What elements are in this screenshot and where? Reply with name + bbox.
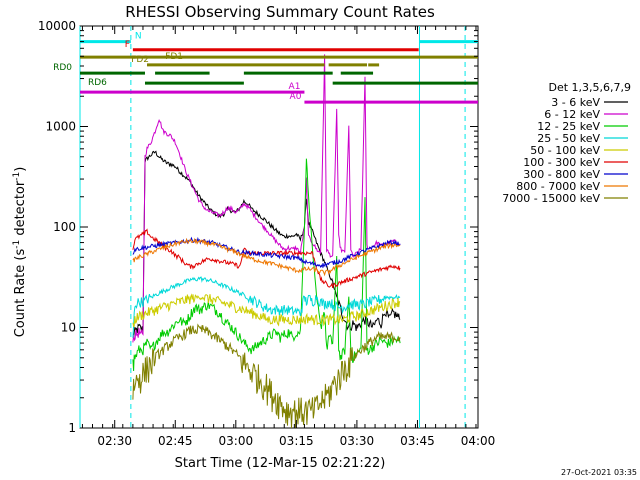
y-axis-label-sup2: -1 — [12, 172, 22, 181]
legend-label-5: 50 - 100 keV — [530, 144, 600, 157]
series-line-9 — [132, 323, 401, 429]
x-tick-label: 03:45 — [400, 434, 435, 448]
state-label-f: F — [125, 40, 130, 50]
state-label-fd1: FD1 — [165, 52, 183, 62]
x-tick-label: 03:15 — [279, 434, 314, 448]
legend-label-8: 800 - 7000 keV — [516, 180, 600, 193]
y-axis-label: Count Rate (s-1 detector-1) — [12, 167, 28, 338]
y-axis-label-pre: Count Rate (s — [13, 249, 28, 338]
legend-label-4: 25 - 50 keV — [537, 132, 600, 145]
y-axis-label-post: ) — [13, 167, 28, 172]
chart-title: RHESSI Observing Summary Count Rates — [125, 3, 435, 21]
x-tick-label: 03:00 — [219, 434, 254, 448]
legend-label-6: 100 - 300 keV — [523, 156, 600, 169]
state-label-a0: A0 — [290, 92, 302, 102]
legend-header: Det 1,3,5,6,7,9 — [548, 81, 631, 94]
series-line-4 — [132, 276, 401, 338]
series-line-6 — [132, 228, 401, 289]
legend-label-1: 3 - 6 keV — [551, 96, 600, 109]
state-label-a1: A1 — [289, 82, 301, 92]
series-line-2 — [132, 54, 401, 343]
legend-label-2: 6 - 12 keV — [544, 108, 600, 121]
series-line-1 — [132, 150, 401, 338]
y-axis-label-mid: detector — [13, 180, 28, 240]
axes: 02:30 02:45 03:00 03:15 03:30 03:45 04:00 1 10 10… — [38, 19, 495, 448]
state-label-fd2: FD2 — [131, 55, 149, 65]
series-line-3 — [132, 158, 401, 372]
x-tick-label: 04:00 — [461, 434, 496, 448]
y-tick-label: 1000 — [45, 120, 76, 134]
legend-label-7: 300 - 800 keV — [523, 168, 600, 181]
x-tick-label: 02:45 — [158, 434, 193, 448]
series-line-8 — [132, 237, 401, 277]
legend-label-9: 7000 - 15000 keV — [502, 192, 600, 205]
state-label-n: N — [135, 32, 142, 42]
series-line-7 — [132, 236, 401, 269]
y-tick-label: 100 — [53, 220, 76, 234]
y-tick-label: 10000 — [38, 19, 76, 33]
footer-timestamp: 27-Oct-2021 03:35 — [561, 468, 637, 477]
series-line-5 — [132, 293, 401, 327]
state-label-rd6: RD6 — [88, 78, 107, 88]
legend-label-3: 12 - 25 keV — [537, 120, 600, 133]
x-tick-label: 03:30 — [340, 434, 375, 448]
y-axis-label-sup1: -1 — [12, 240, 22, 249]
y-tick-label: 1 — [68, 421, 76, 435]
x-tick-label: 02:30 — [97, 434, 132, 448]
y-tick-label: 10 — [61, 321, 76, 335]
state-label-rd0: RD0 — [53, 63, 72, 73]
series-layer — [132, 54, 401, 429]
x-axis-label: Start Time (12-Mar-15 02:21:22) — [175, 456, 386, 471]
